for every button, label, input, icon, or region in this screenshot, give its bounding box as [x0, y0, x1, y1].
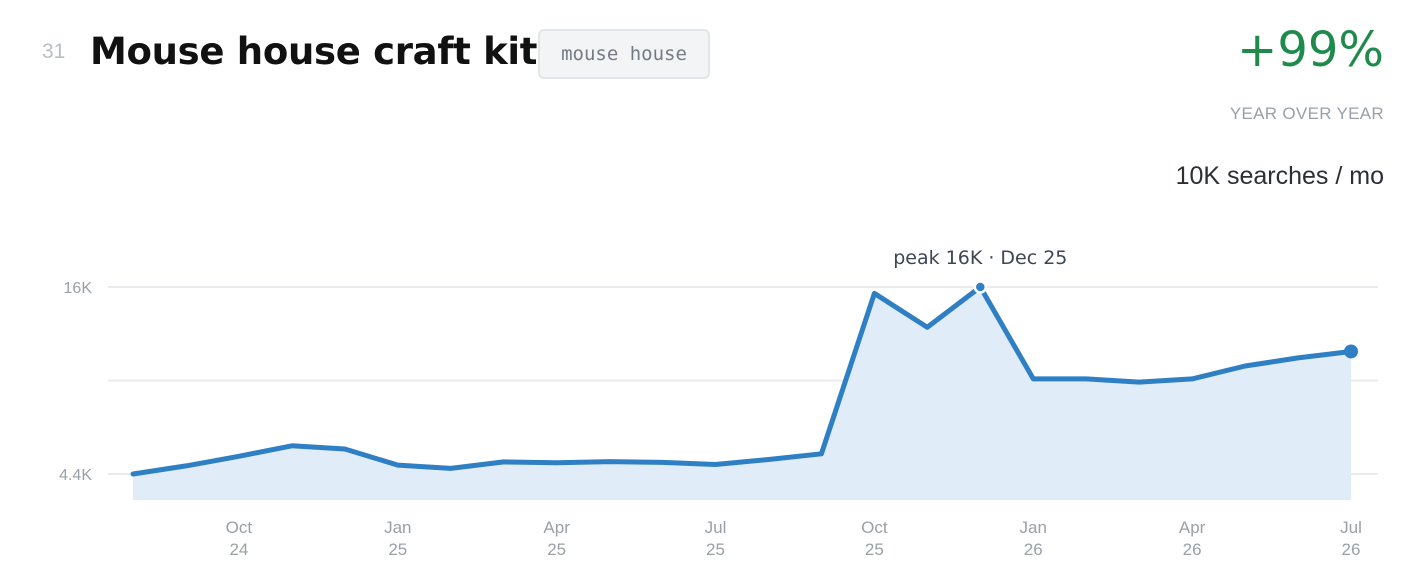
x-tick-month: Jul [1340, 518, 1362, 537]
x-tick-month: Jul [705, 518, 727, 537]
search-volume: 10K searches / mo [1175, 162, 1384, 190]
trend-title: Mouse house craft kits [90, 30, 559, 73]
x-tick-year: 24 [229, 540, 248, 559]
x-tick-year: 25 [865, 540, 884, 559]
yoy-change: +99% [1237, 22, 1384, 78]
x-tick-month: Oct [226, 518, 253, 537]
x-tick-month: Oct [861, 518, 888, 537]
y-tick-label: 4.4K [59, 467, 92, 484]
x-tick-month: Jan [1020, 518, 1047, 537]
area-layer [133, 287, 1351, 500]
x-tick-month: Apr [543, 518, 570, 537]
yoy-label: YEAR OVER YEAR [1229, 104, 1384, 123]
peak-label: peak 16K · Dec 25 [893, 247, 1067, 269]
series-line [130, 284, 1354, 477]
x-tick-year: 25 [547, 540, 566, 559]
line-layer [130, 284, 1354, 477]
x-tick-month: Apr [1179, 518, 1206, 537]
area-fill [133, 287, 1351, 500]
x-axis: Oct 24 Jan 25 Apr 25 Jul 25 Oct 25 Jan 26 Apr 26 Jul 26 [226, 518, 1362, 559]
peak-marker [973, 280, 988, 294]
keyword-tag[interactable]: mouse house [538, 29, 710, 79]
x-tick-year: 26 [1024, 540, 1043, 559]
x-tick-year: 25 [388, 540, 407, 559]
x-tick-month: Jan [384, 518, 411, 537]
x-tick-year: 25 [706, 540, 725, 559]
latest-marker [1344, 344, 1358, 359]
y-tick-label: 16K [64, 280, 93, 297]
x-tick-year: 26 [1342, 540, 1361, 559]
x-tick-year: 26 [1183, 540, 1202, 559]
marker-layer: peak 16K · Dec 25 [893, 247, 1358, 359]
rank-number: 31 [42, 40, 66, 63]
